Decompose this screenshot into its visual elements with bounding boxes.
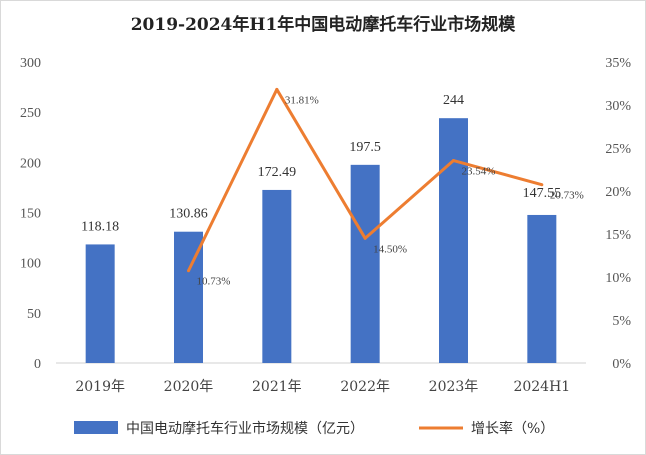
legend-label-bar: 中国电动摩托车行业市场规模（亿元） xyxy=(126,420,364,437)
y-left-tick-label: 250 xyxy=(20,106,41,121)
growth-rate-label: 20.73% xyxy=(550,190,584,202)
bar-value-label: 244 xyxy=(443,93,464,108)
growth-rate-label: 14.50% xyxy=(373,243,407,255)
bar xyxy=(350,164,380,363)
y-right-tick-label: 30% xyxy=(605,99,631,114)
x-tick-label: 2022年 xyxy=(340,379,390,395)
bar xyxy=(85,244,115,363)
growth-rate-label: 10.73% xyxy=(197,276,231,288)
legend: 中国电动摩托车行业市场规模（亿元） 增长率（%） xyxy=(74,420,554,437)
x-tick-label: 2021年 xyxy=(252,379,302,395)
x-tick-label: 2019年 xyxy=(75,379,125,395)
growth-rate-point xyxy=(275,87,279,91)
y-right-tick-label: 20% xyxy=(605,185,631,200)
y-right-tick-label: 35% xyxy=(605,56,631,71)
bar-value-label: 130.86 xyxy=(169,207,208,222)
growth-rate-point xyxy=(363,236,367,240)
bar xyxy=(527,214,557,363)
y-left-tick-label: 0 xyxy=(34,357,41,372)
data-labels: 118.18 130.86 172.49 197.5 244 147.55 10.73% 31… xyxy=(81,93,584,288)
x-tick-label: 2023年 xyxy=(429,379,479,395)
x-tick-label: 2024H1 xyxy=(513,379,570,395)
growth-rate-point xyxy=(540,183,544,187)
axes: 0 50 100 150 200 250 300 0% 5% 10% 15% 20% 25% 30% 35%… xyxy=(20,56,631,395)
chart-title: 2019-2024年H1年中国电动摩托车行业市场规模 xyxy=(131,14,517,35)
bar xyxy=(262,189,292,363)
bar-value-label: 118.18 xyxy=(81,219,119,234)
y-right-tick-label: 25% xyxy=(605,142,631,157)
y-right-tick-label: 5% xyxy=(612,314,631,329)
bar xyxy=(439,118,468,363)
growth-rate-label: 23.54% xyxy=(462,166,496,178)
legend-swatch-bar xyxy=(74,421,118,434)
bar-value-label: 197.5 xyxy=(349,140,381,155)
x-tick-label: 2020年 xyxy=(164,379,214,395)
y-left-tick-label: 100 xyxy=(20,257,41,272)
bar-series xyxy=(85,118,557,363)
y-left-tick-label: 150 xyxy=(20,207,41,222)
bar-value-label: 147.55 xyxy=(523,186,562,201)
growth-rate-label: 31.81% xyxy=(285,94,319,106)
bar-value-label: 172.49 xyxy=(258,165,297,180)
y-left-tick-label: 300 xyxy=(20,56,41,71)
line-series xyxy=(187,87,544,273)
growth-rate-point xyxy=(452,159,455,163)
y-left-tick-label: 200 xyxy=(20,156,41,171)
y-left-tick-label: 50 xyxy=(27,307,41,322)
y-right-tick-label: 0% xyxy=(612,357,631,372)
growth-rate-point xyxy=(187,269,190,273)
y-right-tick-label: 10% xyxy=(605,271,631,286)
y-right-tick-label: 15% xyxy=(605,228,631,243)
legend-label-line: 增长率（%） xyxy=(471,420,554,437)
